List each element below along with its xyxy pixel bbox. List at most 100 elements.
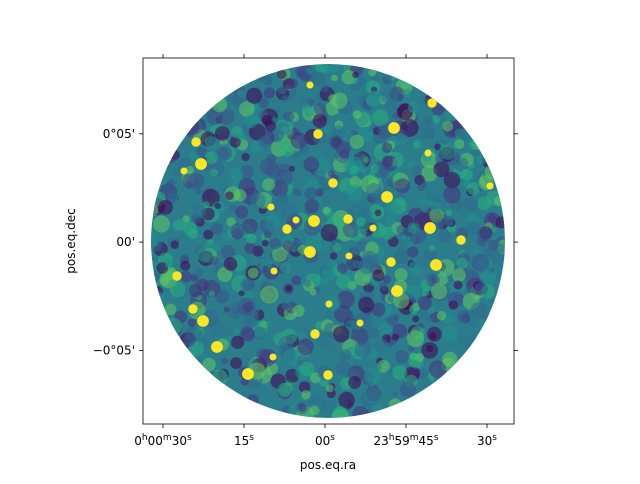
noise [223, 257, 238, 271]
noise [281, 95, 290, 104]
noise [322, 265, 337, 281]
noise [365, 385, 382, 402]
noise [170, 240, 179, 250]
noise [250, 192, 266, 209]
sky-image [151, 64, 505, 418]
noise [188, 340, 204, 357]
noise [443, 185, 461, 204]
noise [345, 184, 362, 201]
noise [180, 260, 191, 271]
noise [274, 168, 293, 187]
noise [437, 229, 452, 244]
noise [452, 268, 466, 282]
noise [385, 215, 396, 226]
noise [388, 398, 402, 412]
noise [247, 267, 259, 279]
source [345, 252, 353, 260]
noise [476, 226, 492, 242]
noise [378, 282, 387, 290]
noise [210, 168, 218, 177]
source [313, 129, 323, 139]
noise [369, 327, 381, 339]
noise [370, 164, 380, 174]
noise [297, 338, 314, 356]
noise [429, 208, 444, 223]
noise [358, 296, 375, 313]
noise [151, 231, 160, 248]
noise [339, 149, 350, 160]
noise [420, 181, 427, 188]
source [486, 182, 494, 190]
noise [306, 67, 314, 75]
source [180, 167, 188, 175]
noise [425, 316, 432, 323]
noise [192, 203, 207, 218]
noise [305, 207, 313, 215]
noise [220, 244, 236, 260]
noise [195, 278, 209, 292]
noise [325, 384, 334, 393]
noise [377, 322, 392, 338]
source [306, 81, 314, 89]
noise [292, 304, 305, 317]
noise [436, 375, 447, 386]
noise [272, 246, 288, 263]
noise [301, 389, 311, 400]
noise [442, 120, 454, 132]
noise [285, 285, 293, 292]
noise [328, 259, 336, 267]
noise [457, 310, 471, 324]
noise [393, 132, 407, 146]
source [188, 304, 198, 314]
noise [299, 381, 308, 390]
source [211, 341, 223, 353]
noise [436, 310, 447, 321]
noise [246, 87, 263, 104]
noise [428, 244, 436, 252]
noise [356, 216, 367, 227]
noise [364, 90, 383, 108]
x-tick-label: 0h00m30s [134, 433, 192, 448]
noise [226, 217, 236, 227]
noise [421, 165, 438, 182]
noise [238, 290, 245, 297]
noise [398, 240, 405, 248]
noise [173, 168, 182, 177]
noise [262, 265, 269, 272]
noise [352, 406, 369, 418]
source [292, 216, 300, 224]
noise [462, 344, 476, 357]
noise [276, 121, 290, 136]
noise [291, 275, 302, 286]
noise [182, 118, 200, 136]
noise [211, 369, 228, 386]
noise [152, 291, 164, 302]
noise [303, 104, 317, 118]
noise [417, 368, 428, 380]
source [195, 158, 207, 170]
x-tick-label: 30s [477, 433, 497, 448]
noise [332, 325, 350, 343]
noise [282, 240, 293, 251]
noise [338, 391, 355, 409]
noise [349, 134, 365, 150]
noise [430, 201, 442, 213]
noise [427, 306, 436, 314]
noise [196, 146, 208, 158]
noise [266, 154, 277, 164]
noise [240, 165, 254, 179]
noise [204, 135, 218, 149]
noise [266, 320, 273, 327]
noise [420, 197, 428, 205]
axes-frame [142, 57, 515, 425]
noise [342, 221, 360, 238]
noise [323, 64, 341, 73]
noise [290, 132, 308, 149]
noise [244, 242, 257, 255]
noise [347, 311, 354, 319]
noise [321, 84, 330, 93]
noise [291, 187, 299, 195]
noise [356, 172, 365, 180]
noise [331, 92, 348, 109]
noise [336, 274, 351, 290]
